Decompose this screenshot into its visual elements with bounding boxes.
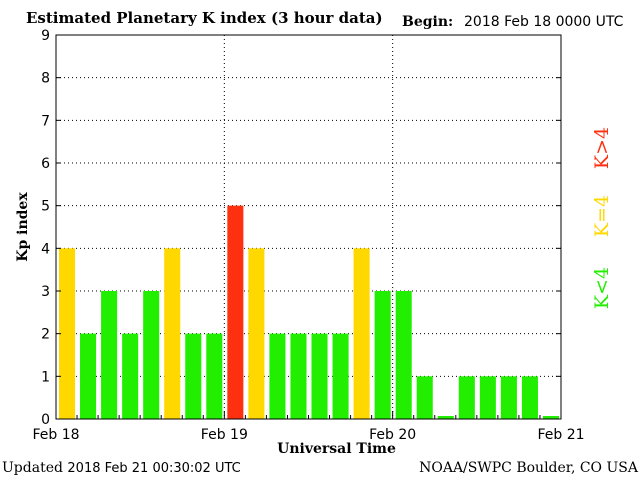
kp-bar xyxy=(332,333,349,419)
kp-bar xyxy=(59,248,76,419)
kp-bar xyxy=(542,416,559,419)
x-tick-label: Feb 19 xyxy=(201,427,248,443)
kp-bar xyxy=(248,248,265,419)
legend-entry: K<4 xyxy=(591,267,613,309)
y-tick-label: 2 xyxy=(41,327,50,343)
x-axis-title: Universal Time xyxy=(277,441,396,457)
legend-entry: K=4 xyxy=(591,195,613,237)
kp-bar xyxy=(269,333,286,419)
kp-bar xyxy=(101,291,118,419)
kp-bar xyxy=(311,333,328,419)
kp-bar xyxy=(479,376,496,419)
y-tick-label: 6 xyxy=(41,156,50,172)
begin-value: 2018 Feb 18 0000 UTC xyxy=(464,14,624,30)
y-tick-label: 3 xyxy=(41,284,50,300)
y-tick-label: 1 xyxy=(41,369,50,385)
kp-bar xyxy=(122,333,139,419)
kp-bar xyxy=(353,248,370,419)
kp-bar xyxy=(521,376,538,419)
y-axis-title: Kp index xyxy=(15,192,31,262)
credit-text: NOAA/SWPC Boulder, CO USA xyxy=(419,460,638,476)
kp-bar xyxy=(290,333,307,419)
x-tick-label: Feb 18 xyxy=(32,427,79,443)
kp-bar xyxy=(416,376,433,419)
updated-value: 2018 Feb 21 00:30:02 UTC xyxy=(67,461,241,476)
legend-entry: K>4 xyxy=(591,127,613,169)
kp-bar xyxy=(395,291,412,419)
kp-bar xyxy=(227,205,244,419)
kp-bar xyxy=(458,376,475,419)
y-tick-label: 7 xyxy=(41,113,50,129)
y-tick-label: 0 xyxy=(41,412,50,428)
y-tick-label: 9 xyxy=(41,28,50,44)
kp-bar xyxy=(143,291,160,419)
kp-bar xyxy=(437,416,454,419)
kp-bar xyxy=(206,333,223,419)
x-tick-label: Feb 21 xyxy=(537,427,584,443)
kp-bar xyxy=(185,333,202,419)
x-tick-label: Feb 20 xyxy=(369,427,416,443)
y-tick-label: 8 xyxy=(41,71,50,87)
begin-label: Begin: xyxy=(402,14,454,30)
y-tick-label: 5 xyxy=(41,199,50,215)
updated-footer: Updated 2018 Feb 21 00:30:02 UTC xyxy=(2,460,241,476)
y-tick-label: 4 xyxy=(41,241,50,257)
kp-bar xyxy=(164,248,181,419)
kp-bar xyxy=(80,333,97,419)
chart-title: Estimated Planetary K index (3 hour data… xyxy=(26,9,383,27)
updated-label: Updated xyxy=(2,460,63,476)
kp-bar xyxy=(500,376,517,419)
kp-bar xyxy=(374,291,391,419)
